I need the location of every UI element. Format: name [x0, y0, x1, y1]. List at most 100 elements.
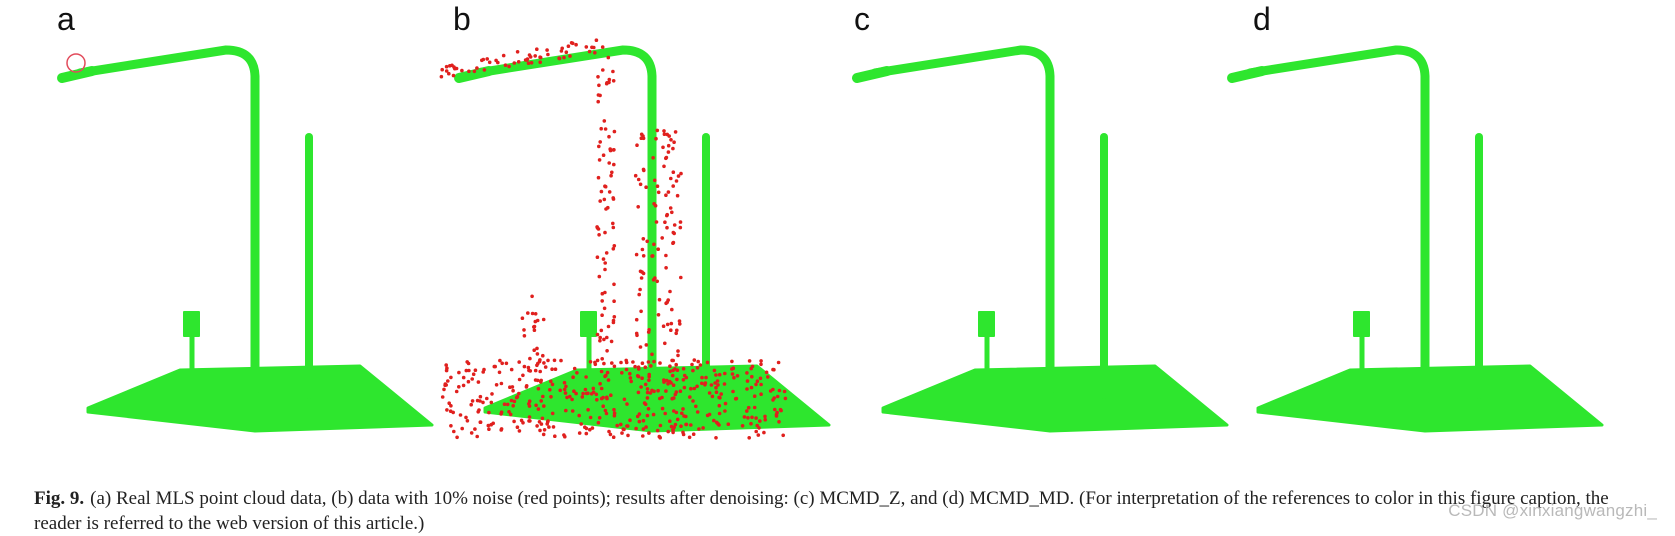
- noise-point: [703, 381, 708, 385]
- noise-point: [568, 54, 572, 58]
- noise-point: [562, 380, 567, 385]
- noise-point: [674, 390, 679, 394]
- noise-point: [652, 389, 656, 394]
- noise-point: [672, 231, 676, 236]
- noise-point: [733, 397, 738, 401]
- noise-point: [577, 413, 581, 418]
- noise-point: [508, 412, 513, 417]
- noise-point: [695, 410, 700, 414]
- noise-point: [740, 424, 745, 428]
- noise-point: [522, 334, 527, 338]
- noise-point: [487, 427, 491, 432]
- noise-point: [465, 419, 470, 423]
- noise-point: [646, 360, 651, 364]
- noise-point: [546, 358, 550, 363]
- noise-point: [763, 417, 767, 422]
- noise-point: [444, 363, 448, 367]
- noise-point: [754, 416, 758, 420]
- noise-point: [716, 383, 720, 387]
- noise-point: [524, 385, 529, 389]
- noise-point: [628, 371, 632, 376]
- noise-point: [746, 405, 751, 410]
- noise-point: [611, 148, 616, 152]
- panel-label-c: c: [854, 1, 870, 37]
- noise-point: [599, 396, 604, 401]
- noise-point: [599, 328, 604, 333]
- noise-point: [730, 359, 734, 364]
- noise-point: [676, 349, 680, 353]
- noise-point: [634, 317, 639, 322]
- noise-point: [499, 381, 504, 386]
- noise-point: [609, 339, 614, 344]
- noise-point: [517, 377, 522, 382]
- noise-point: [707, 391, 712, 395]
- noise-point: [628, 376, 633, 380]
- noise-point: [607, 134, 611, 139]
- noise-point: [749, 366, 753, 371]
- noise-point: [742, 415, 747, 419]
- noise-point: [536, 407, 541, 411]
- noise-point: [598, 335, 602, 340]
- noise-point: [603, 267, 607, 272]
- noise-point: [696, 359, 700, 364]
- noise-point: [730, 367, 734, 371]
- noise-point: [668, 206, 673, 210]
- noise-point: [581, 391, 585, 396]
- noise-point: [717, 423, 721, 427]
- noise-point: [517, 391, 521, 396]
- noise-point: [635, 143, 639, 147]
- noise-point: [625, 402, 629, 406]
- noise-point: [586, 391, 590, 396]
- noise-point: [542, 404, 546, 408]
- noise-point: [658, 361, 662, 365]
- noise-point: [665, 378, 669, 383]
- noise-point: [639, 132, 644, 137]
- figure-canvas: [0, 38, 1675, 440]
- noise-point: [637, 419, 642, 424]
- noise-point: [604, 373, 608, 378]
- noise-point: [689, 386, 693, 391]
- noise-point: [579, 422, 583, 426]
- noise-point: [637, 292, 641, 297]
- noise-point: [600, 291, 605, 296]
- noise-point: [636, 205, 640, 209]
- noise-point: [641, 167, 646, 172]
- noise-point: [599, 126, 603, 131]
- noise-point: [526, 311, 530, 315]
- noise-point: [461, 383, 466, 388]
- noise-point: [681, 407, 685, 411]
- noise-point: [622, 427, 626, 432]
- noise-point: [762, 430, 766, 435]
- noise-point: [535, 47, 539, 51]
- noise-point: [473, 427, 477, 431]
- noise-point: [447, 71, 451, 76]
- noise-point: [723, 371, 727, 376]
- noise-point: [591, 386, 596, 391]
- noise-point: [700, 381, 704, 386]
- noise-point: [440, 395, 445, 399]
- noise-point: [532, 328, 537, 333]
- noise-point: [598, 140, 602, 144]
- noise-point: [553, 434, 557, 439]
- noise-point: [541, 317, 546, 322]
- noise-point: [449, 375, 453, 380]
- noise-point: [466, 379, 471, 384]
- noise-point: [647, 378, 651, 383]
- noise-point: [638, 287, 642, 292]
- noise-point: [477, 408, 481, 412]
- noise-point: [674, 410, 679, 415]
- noise-point: [512, 61, 517, 65]
- noise-point: [595, 398, 599, 402]
- noise-point: [673, 130, 678, 134]
- noise-point: [471, 372, 476, 377]
- noise-point: [647, 374, 651, 379]
- panel-b-point-cloud: [439, 38, 829, 440]
- noise-point: [664, 266, 668, 270]
- noise-point: [499, 412, 503, 416]
- noise-point: [666, 190, 671, 194]
- noise-point: [444, 64, 449, 69]
- noise-point: [657, 434, 662, 439]
- noise-point: [530, 311, 535, 316]
- noise-point: [570, 397, 574, 402]
- noise-point: [553, 367, 558, 372]
